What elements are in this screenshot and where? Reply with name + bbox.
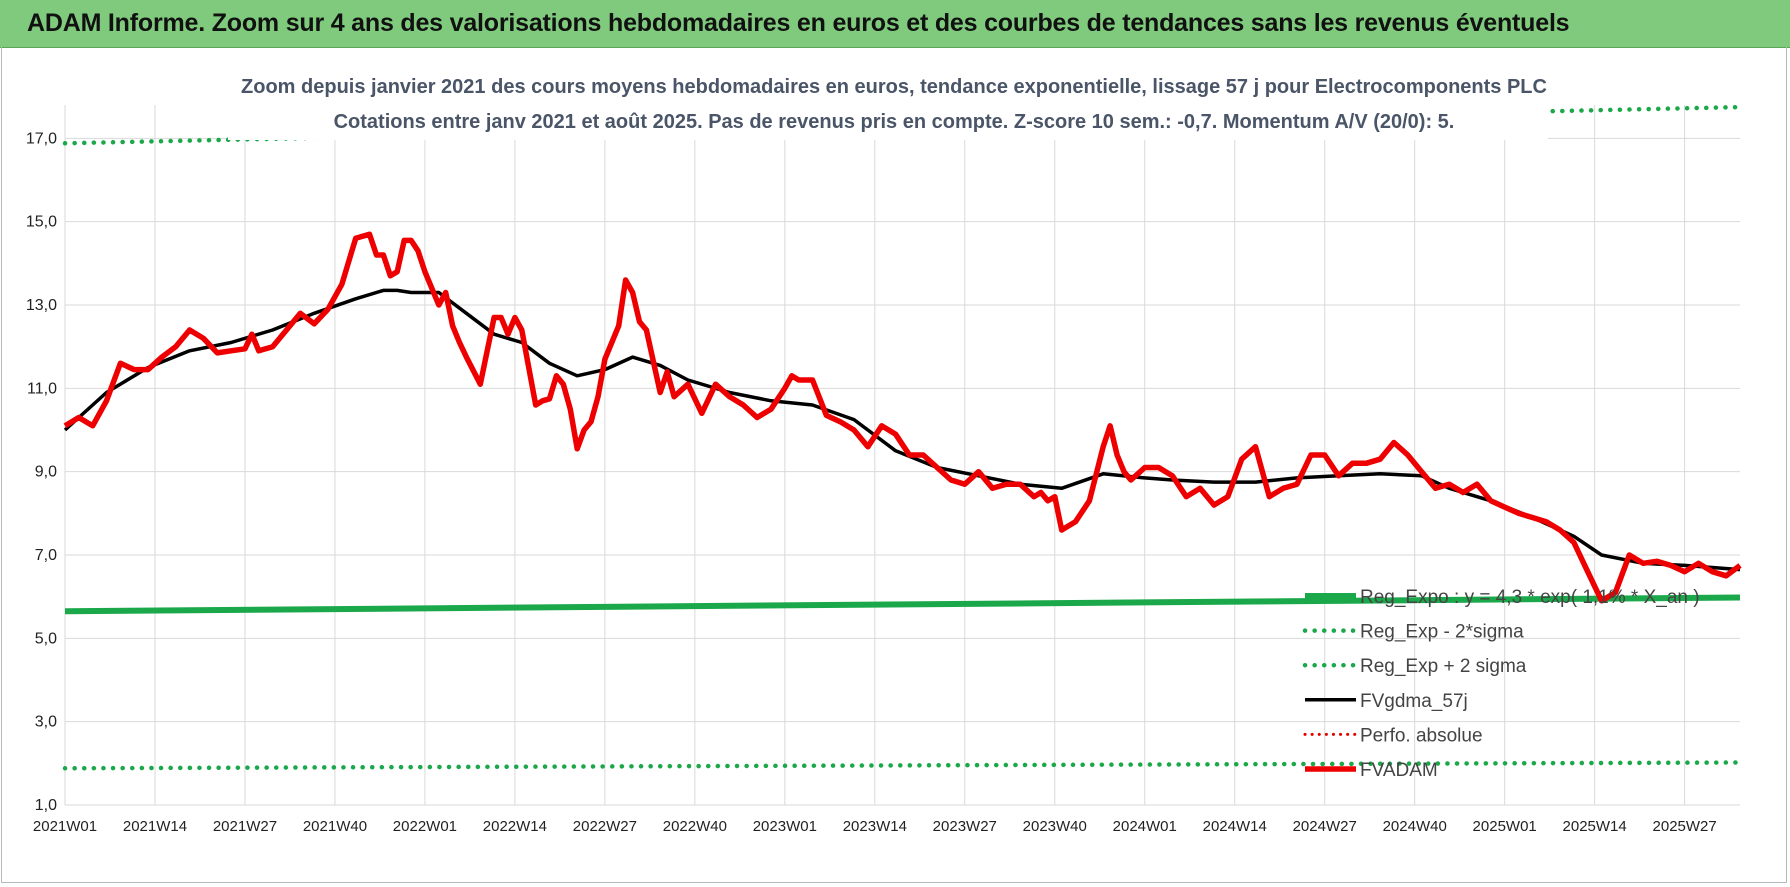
y-tick-label: 9,0 — [35, 464, 57, 481]
legend-label-fvgdma-57j-line: FVgdma_57j — [1360, 691, 1468, 712]
reg-exp-minus-2sigma-line — [62, 760, 1743, 771]
x-tick-label: 2023W14 — [843, 818, 907, 835]
x-tick-label: 2023W40 — [1023, 818, 1087, 835]
legend-label-reg-expo-line: Reg_Expo : y = 4,3 * exp( 1,1% * X_an ) — [1360, 587, 1700, 608]
x-tick-label: 2022W27 — [573, 818, 637, 835]
banner-title: ADAM Informe. Zoom sur 4 ans des valoris… — [27, 9, 1570, 37]
y-tick-label: 1,0 — [35, 797, 57, 814]
x-tick-label: 2025W27 — [1653, 818, 1717, 835]
x-tick-label: 2024W40 — [1383, 818, 1447, 835]
chart-legend: Reg_Expo : y = 4,3 * exp( 1,1% * X_an ) R… — [1302, 587, 1700, 781]
x-tick-label: 2024W27 — [1293, 818, 1357, 835]
x-tick-label: 2022W40 — [663, 818, 727, 835]
x-tick-label: 2021W14 — [123, 818, 187, 835]
chart-title-line-2: Cotations entre janv 2021 et août 2025. … — [334, 111, 1455, 133]
chart-frame — [1, 47, 1787, 883]
x-tick-label: 2022W01 — [393, 818, 457, 835]
y-tick-label: 15,0 — [26, 214, 57, 231]
legend-label-perfo-absolue-line: Perfo. absolue — [1360, 725, 1483, 746]
fvadam-line — [63, 231, 1742, 604]
fvgdma-57j-line — [63, 288, 1741, 572]
y-tick-label: 7,0 — [35, 547, 57, 564]
x-tick-label: 2024W01 — [1113, 818, 1177, 835]
chart-title-background — [228, 70, 1548, 140]
grid-lines — [64, 105, 1740, 806]
legend-label-fvadam-line: FVADAM — [1360, 760, 1438, 781]
x-tick-label: 2025W14 — [1563, 818, 1627, 835]
x-tick-label: 2023W27 — [933, 818, 997, 835]
y-tick-label: 17,0 — [26, 130, 57, 147]
y-tick-label: 11,0 — [27, 380, 57, 397]
x-tick-label: 2021W01 — [33, 818, 97, 835]
chart-title-line-1: Zoom depuis janvier 2021 des cours moyen… — [241, 76, 1547, 98]
x-tick-label: 2022W14 — [483, 818, 547, 835]
y-tick-label: 5,0 — [35, 630, 57, 647]
y-tick-label: 3,0 — [35, 714, 57, 731]
legend-label-reg-exp-plus-2sigma-line: Reg_Exp + 2 sigma — [1360, 656, 1527, 677]
x-axis-ticks: 2021W01 2021W14 2021W27 2021W40 2022W01 2022W… — [33, 818, 1717, 835]
x-tick-label: 2021W27 — [213, 818, 277, 835]
x-tick-label: 2021W40 — [303, 818, 367, 835]
legend-label-reg-exp-minus-2sigma-line: Reg_Exp - 2*sigma — [1360, 622, 1524, 643]
x-tick-label: 2024W14 — [1203, 818, 1267, 835]
x-tick-label: 2023W01 — [753, 818, 817, 835]
x-tick-label: 2025W01 — [1473, 818, 1537, 835]
header-banner: ADAM Informe. Zoom sur 4 ans des valoris… — [0, 0, 1790, 48]
reg-expo-line — [64, 594, 1741, 615]
y-axis-ticks: 17,0 15,0 13,0 11,0 9,0 7,0 5,0 3,0 1,0 — [26, 130, 57, 814]
y-tick-label: 13,0 — [26, 297, 57, 314]
